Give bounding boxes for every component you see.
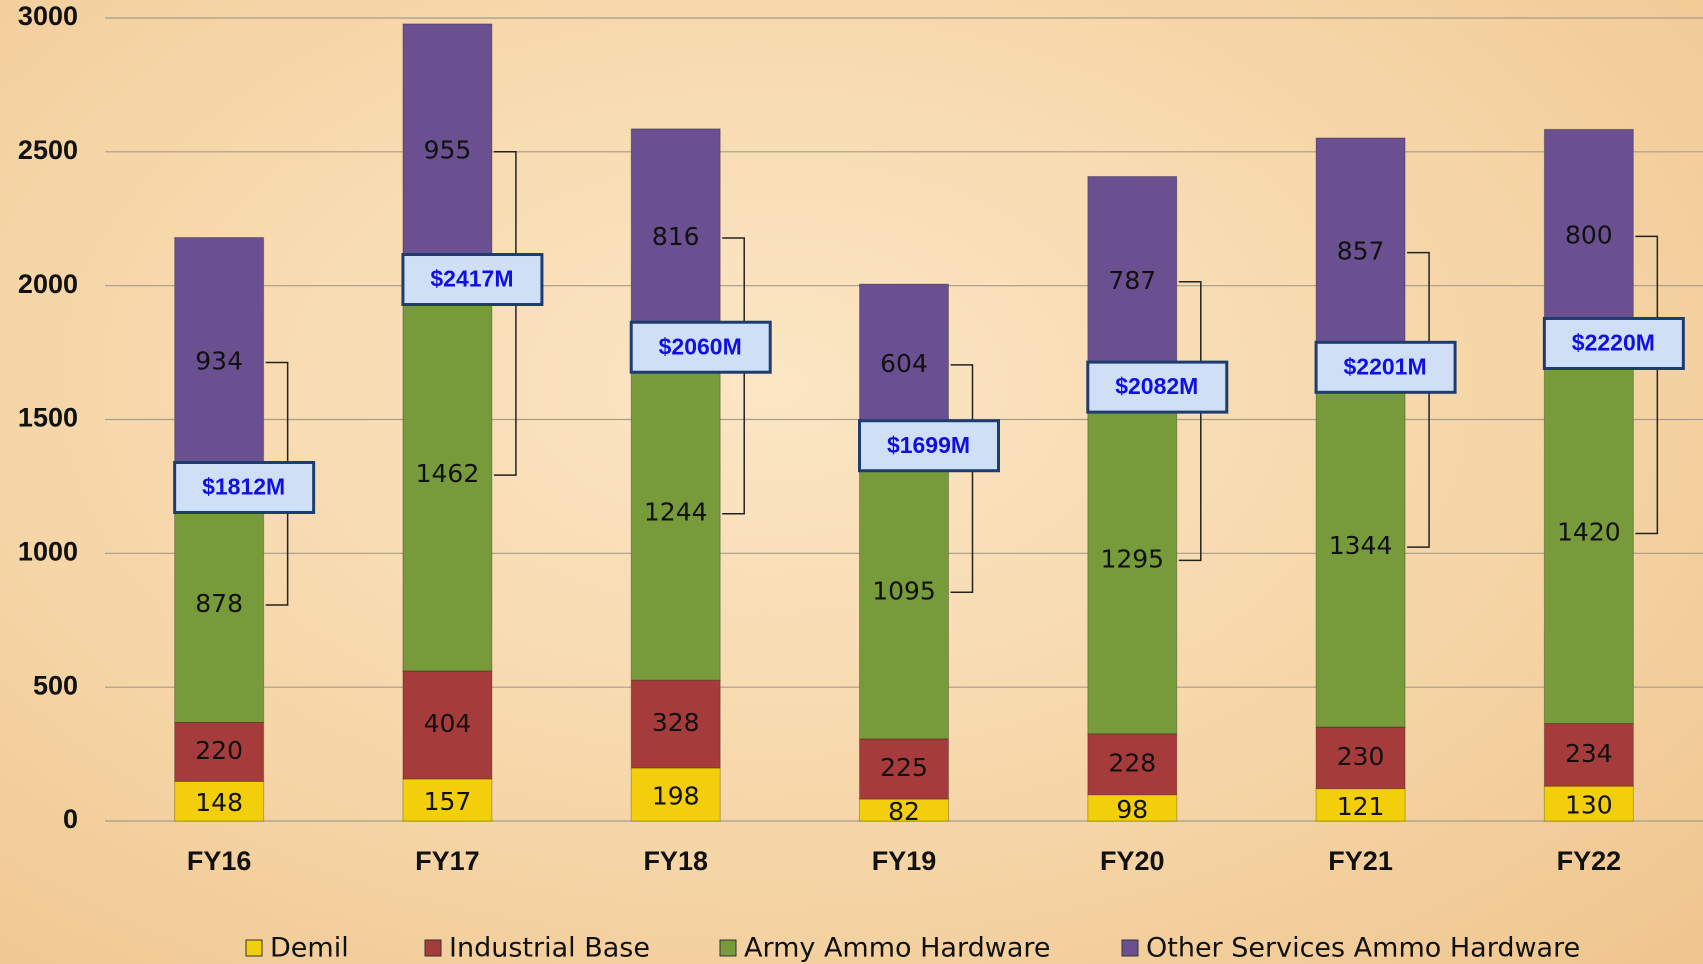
data-label: 225 [880,753,928,782]
data-label: 98 [1116,795,1148,824]
x-tick-label: FY20 [1100,846,1165,876]
annotation: $2082M [1115,373,1198,399]
data-label: 230 [1337,742,1385,771]
annotation: $2060M [659,333,742,359]
annotation: $2220M [1572,330,1655,356]
data-label: 404 [424,709,472,738]
data-label: 604 [880,349,928,378]
legend-swatch [1122,940,1138,956]
legend-swatch [425,940,441,956]
data-label: 816 [652,222,700,251]
y-tick-label: 1500 [18,403,78,433]
data-label: 1462 [416,459,480,488]
data-label: 121 [1337,792,1385,821]
y-tick-label: 2500 [18,135,78,165]
y-tick-label: 3000 [18,1,78,31]
data-label: 228 [1108,748,1156,777]
bracket [722,238,744,514]
data-label: 157 [424,787,472,816]
bracket [1635,236,1657,533]
data-label: 234 [1565,739,1613,768]
y-tick-label: 500 [33,670,78,700]
x-tick-label: FY16 [187,846,252,876]
data-label: 955 [424,136,472,165]
data-label: 82 [888,797,920,826]
data-label: 148 [195,788,243,817]
annotation: $1812M [202,474,285,500]
data-label: 1244 [644,498,708,527]
data-label: 1420 [1557,518,1621,547]
bracket [951,365,973,592]
legend-label: Other Services Ammo Hardware [1146,933,1580,964]
x-tick-label: FY21 [1328,846,1393,876]
x-tick-label: FY22 [1557,846,1622,876]
data-label: 328 [652,708,700,737]
legend-swatch [720,940,736,956]
data-label: 1344 [1329,531,1393,560]
data-label: 857 [1337,237,1385,266]
data-label: 878 [195,589,243,618]
legend-label: Industrial Base [449,933,650,964]
y-tick-label: 0 [63,804,78,834]
bracket [494,152,516,475]
x-tick-label: FY17 [415,846,480,876]
data-label: 1095 [872,576,936,605]
annotation: $2201M [1344,353,1427,379]
chart: 0 500 1000 1500 2000 2500 3000 FY16 148 220 878 934… [0,0,1703,964]
y-tick-label: 1000 [18,536,78,566]
bracket [1407,253,1429,548]
y-tick-label: 2000 [18,269,78,299]
bracket [1179,282,1201,561]
x-tick-label: FY18 [643,846,708,876]
legend-label: Demil [270,933,349,964]
x-tick-label: FY19 [872,846,937,876]
data-label: 130 [1565,791,1613,820]
legend-swatch [246,940,262,956]
data-label: 787 [1108,266,1156,295]
annotation: $1699M [887,432,970,458]
data-label: 1295 [1100,544,1164,573]
legend-label: Army Ammo Hardware [744,933,1051,964]
data-label: 800 [1565,220,1613,249]
data-label: 934 [195,346,243,375]
data-label: 220 [195,736,243,765]
annotation: $2417M [430,266,513,292]
data-label: 198 [652,782,700,811]
